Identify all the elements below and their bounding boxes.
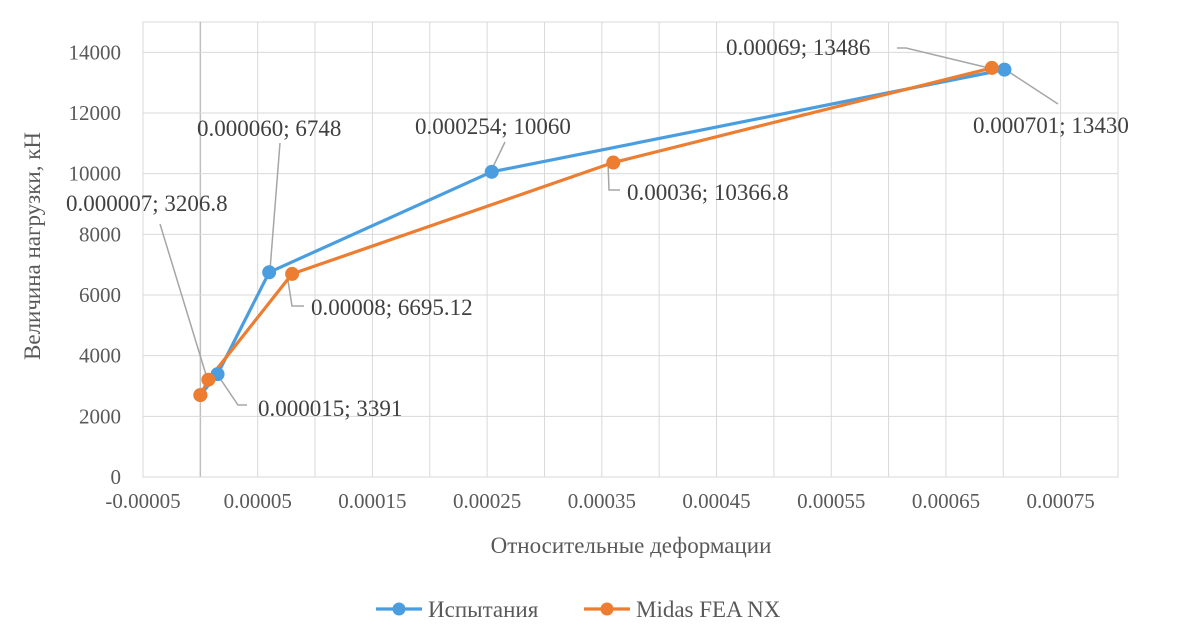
y-axis-title: Величина нагрузки, кН [20,132,45,360]
x-tick-label: 0.00065 [912,489,980,513]
data-point [606,155,621,170]
x-tick-label: 0.00075 [1027,489,1095,513]
legend-label: Испытания [428,597,539,622]
y-tick-label: 8000 [79,222,121,246]
series-points [193,60,1012,403]
data-point [997,62,1012,77]
data-label: 0.00036; 10366.8 [627,180,789,205]
data-label: 0.00069; 13486 [726,35,870,60]
legend-swatch-marker [392,602,406,616]
y-tick-label: 4000 [79,344,121,368]
data-label: 0.000060; 6748 [197,116,341,141]
data-label: 0.00008; 6695.12 [311,295,473,320]
leader-line [269,142,281,271]
leader-line [1005,69,1059,105]
y-axis-ticks: 0 2000 4000 6000 8000 10000 12000 14000 [69,40,122,489]
vertical-gridlines [142,22,1119,477]
data-label: 0.000701; 13430 [973,113,1129,138]
data-point [484,164,499,179]
y-tick-label: 0 [111,465,122,489]
horizontal-gridlines [143,51,1118,478]
x-tick-label: 0.00015 [338,489,406,513]
y-tick-label: 2000 [79,404,121,428]
data-point [193,388,208,403]
legend-label: Midas FEA NX [636,597,781,622]
x-tick-label: 0.00045 [682,489,750,513]
data-point [984,60,999,75]
leader-line [897,47,990,69]
label-leader-lines [159,47,1059,406]
y-tick-label: 10000 [69,162,122,186]
leader-line [607,161,620,191]
leader-line [159,223,208,379]
data-label: 0.000015; 3391 [258,396,402,421]
y-tick-label: 14000 [69,40,122,64]
legend-swatch-marker [600,602,614,616]
x-tick-label: 0.00025 [453,489,521,513]
data-labels: 0.000060; 6748 0.000254; 10060 0.000701; 1… [66,35,1129,421]
leader-line [286,273,304,307]
data-point [285,266,300,281]
x-tick-label: 0.00055 [797,489,865,513]
x-tick-label: 0.00035 [568,489,636,513]
x-tick-label: -0.00005 [105,489,180,513]
data-label: 0.000007; 3206.8 [66,191,228,216]
x-tick-label: 0.00005 [224,489,292,513]
legend: Испытания Midas FEA NX [376,597,781,622]
y-tick-label: 12000 [69,101,122,125]
x-axis-ticks: -0.00005 0.00005 0.00015 0.00025 0.00035 0.00… [105,489,1094,513]
data-point [201,372,216,387]
leader-line [216,373,247,406]
x-axis-title: Относительные деформации [491,533,772,558]
y-tick-label: 6000 [79,283,121,307]
data-label: 0.000254; 10060 [415,114,571,139]
data-point [262,265,277,280]
